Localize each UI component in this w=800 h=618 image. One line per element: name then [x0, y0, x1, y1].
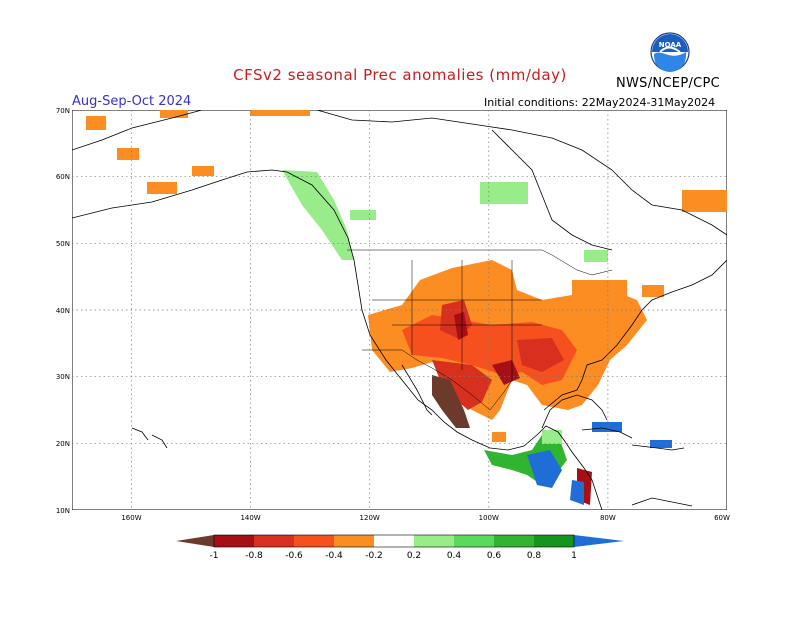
- noaa-logo-icon: NOAA: [650, 32, 690, 72]
- color-bar-legend: -1 -0.8 -0.6 -0.4 -0.2 0.2 0.4 0.6 0.8 1: [176, 534, 624, 561]
- precip-anomaly-map: [72, 110, 727, 510]
- lat-label: 10N: [56, 507, 70, 515]
- lat-label: 60N: [56, 173, 70, 181]
- legend-swatch: [176, 535, 214, 547]
- logo-text: NOAA: [659, 41, 682, 49]
- legend-label: -0.4: [325, 551, 343, 561]
- legend-swatch: [494, 535, 534, 547]
- lat-label: 40N: [56, 307, 70, 315]
- chart-title: CFSv2 seasonal Prec anomalies (mm/day): [233, 66, 567, 84]
- legend-swatch: [574, 535, 624, 547]
- longitude-axis: 160W 140W 120W 100W 80W 60W: [121, 514, 730, 522]
- legend-swatch: [254, 535, 294, 547]
- lat-label: 30N: [56, 373, 70, 381]
- legend-swatch: [334, 535, 374, 547]
- legend-swatch: [374, 535, 414, 547]
- lat-label: 50N: [56, 240, 70, 248]
- lon-label: 100W: [479, 514, 499, 522]
- legend-swatch: [214, 535, 254, 547]
- initial-conditions-label: Initial conditions: 22May2024-31May2024: [484, 96, 716, 109]
- season-label: Aug-Sep-Oct 2024: [72, 94, 192, 109]
- political-borders: [347, 249, 613, 411]
- latitude-axis: 70N 60N 50N 40N 30N 20N 10N: [56, 107, 70, 515]
- lon-label: 60W: [714, 514, 730, 522]
- legend-label: -0.8: [245, 551, 263, 561]
- lat-label: 70N: [56, 107, 70, 115]
- legend-label: 0.2: [407, 551, 421, 561]
- legend-label: 0.8: [527, 551, 542, 561]
- lat-label: 20N: [56, 440, 70, 448]
- lon-label: 80W: [600, 514, 616, 522]
- legend-swatch: [534, 535, 574, 547]
- legend-swatch: [454, 535, 494, 547]
- lon-label: 120W: [360, 514, 380, 522]
- legend-label: 1: [571, 551, 577, 561]
- legend-label: -1: [210, 551, 219, 561]
- graticule: [72, 110, 727, 510]
- legend-swatch: [294, 535, 334, 547]
- legend-label: 0.6: [487, 551, 502, 561]
- coastlines: [72, 110, 727, 510]
- agency-label: NWS/NCEP/CPC: [616, 76, 721, 91]
- lon-label: 140W: [240, 514, 260, 522]
- legend-label: 0.4: [447, 551, 462, 561]
- lon-label: 160W: [121, 514, 141, 522]
- legend-label: -0.2: [365, 551, 383, 561]
- legend-swatch: [414, 535, 454, 547]
- legend-label: -0.6: [285, 551, 303, 561]
